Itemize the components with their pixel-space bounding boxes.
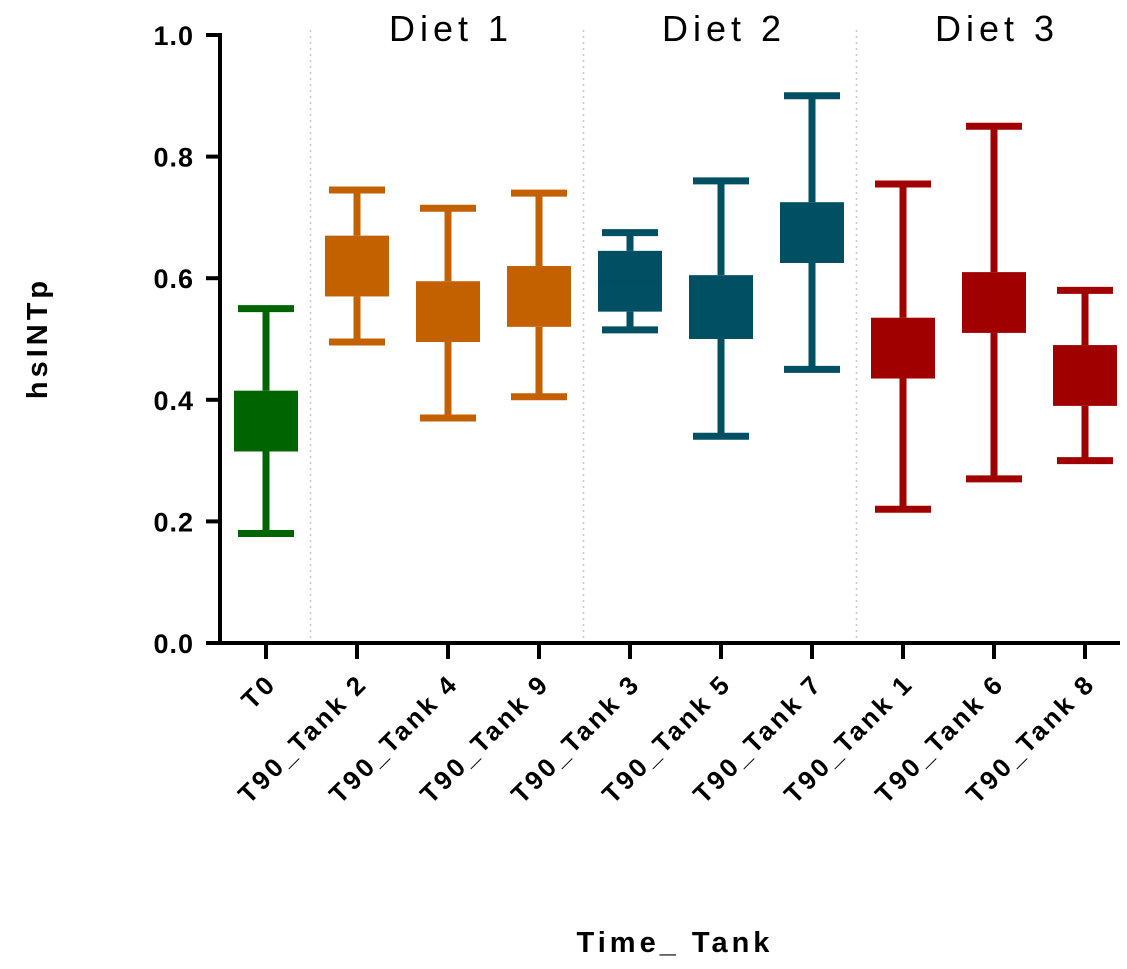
x-axis-title: Time_ Tank bbox=[577, 927, 774, 959]
box-plot bbox=[689, 177, 753, 440]
group-labels: Diet 1 Diet 2 Diet 3 bbox=[389, 8, 1059, 49]
box-plot bbox=[598, 229, 662, 334]
box-plot bbox=[962, 122, 1026, 483]
x-tick-label: T0 bbox=[235, 668, 282, 715]
y-tick-label: 0.4 bbox=[153, 386, 194, 416]
group-label: Diet 3 bbox=[935, 8, 1059, 49]
box-iqr bbox=[416, 281, 480, 343]
y-axis-title: hsINTp bbox=[22, 277, 54, 399]
axes bbox=[218, 33, 1120, 645]
box-iqr bbox=[234, 390, 298, 452]
y-tick-label: 0.8 bbox=[153, 143, 194, 173]
box-plot bbox=[416, 204, 480, 422]
group-label: Diet 1 bbox=[389, 8, 513, 49]
box-plot bbox=[1053, 286, 1117, 465]
y-ticks: 0.0 0.2 0.4 0.6 0.8 1.0 bbox=[153, 21, 220, 659]
box-plots bbox=[234, 92, 1117, 538]
y-tick-label: 0.6 bbox=[153, 264, 194, 294]
y-tick-label: 0.0 bbox=[153, 629, 194, 659]
box-plot bbox=[507, 189, 571, 401]
box-plot bbox=[780, 92, 844, 373]
box-iqr bbox=[689, 275, 753, 339]
y-tick-label: 1.0 bbox=[153, 21, 194, 51]
y-tick-label: 0.2 bbox=[153, 507, 194, 537]
group-label: Diet 2 bbox=[662, 8, 786, 49]
box-plot bbox=[234, 305, 298, 538]
box-plot bbox=[871, 180, 935, 513]
box-plot bbox=[325, 186, 389, 346]
group-separators bbox=[309, 30, 858, 641]
